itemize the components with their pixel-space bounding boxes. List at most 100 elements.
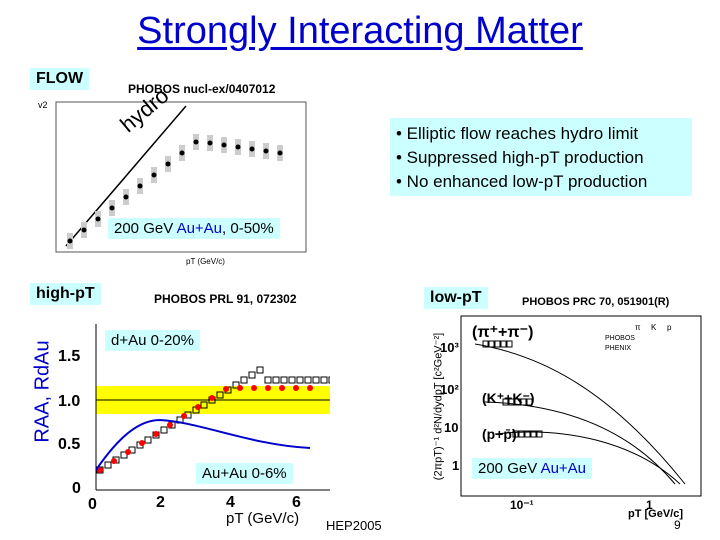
spectra-reference: PHOBOS PRC 70, 051901(R) bbox=[522, 296, 670, 308]
flow-points bbox=[67, 134, 283, 249]
auau-point bbox=[240, 376, 248, 384]
auau-point bbox=[104, 461, 112, 469]
footer-venue: HEP2005 bbox=[326, 518, 382, 533]
auau-point bbox=[320, 376, 328, 384]
spectra-legend-phobos: PHOBOS bbox=[605, 335, 635, 342]
flow-point bbox=[277, 150, 283, 156]
flow-point bbox=[249, 146, 255, 152]
dau-point bbox=[167, 422, 173, 428]
spectra-point bbox=[502, 398, 509, 406]
flow-reference: PHOBOS nucl-ex/0407012 bbox=[128, 82, 276, 96]
flow-point bbox=[193, 139, 199, 145]
flow-energy-label: 200 GeV Au+Au, 0-50% bbox=[108, 218, 280, 239]
spectra-ytick: 10³ bbox=[440, 340, 459, 355]
spectra-legend-head: p bbox=[667, 323, 672, 332]
flow-tag: FLOW bbox=[30, 68, 90, 90]
flow-point bbox=[221, 142, 227, 148]
spectra-energy-label: 200 GeV Au+Au bbox=[472, 458, 593, 479]
energy-system: Au+Au bbox=[540, 460, 587, 477]
raa-ytick: 0.5 bbox=[58, 436, 81, 453]
auau-point bbox=[256, 366, 264, 374]
flow-ylabel: v2 bbox=[38, 100, 48, 110]
raa-reference: PHOBOS PRL 91, 072302 bbox=[154, 292, 297, 306]
flow-point bbox=[165, 161, 171, 167]
spectra-point bbox=[524, 430, 531, 438]
flow-point bbox=[109, 205, 115, 211]
spectra-point bbox=[506, 340, 513, 348]
dau-point bbox=[111, 458, 117, 464]
dau-point bbox=[293, 385, 299, 391]
spectra-point bbox=[520, 398, 527, 406]
bullet-item: • Elliptic flow reaches hydro limit bbox=[396, 124, 639, 143]
auau-point bbox=[296, 376, 304, 384]
auau-point bbox=[264, 376, 272, 384]
spectra-point bbox=[518, 430, 525, 438]
auau-point bbox=[288, 376, 296, 384]
auau-point bbox=[120, 451, 128, 459]
spectra-legend-head: π bbox=[635, 323, 641, 332]
flow-point bbox=[67, 238, 73, 244]
energy-prefix: 200 GeV bbox=[114, 220, 177, 237]
flow-point bbox=[179, 150, 185, 156]
auau-curve bbox=[95, 418, 311, 471]
dau-point bbox=[251, 385, 257, 391]
lowpt-tag: low-pT bbox=[424, 287, 488, 309]
auau-point bbox=[232, 381, 240, 389]
spectra-xtick: 1 bbox=[646, 498, 653, 512]
energy-prefix: 200 GeV bbox=[478, 460, 541, 477]
flow-point bbox=[263, 148, 269, 154]
energy-suffix: , 0-50% bbox=[222, 220, 274, 237]
dau-point bbox=[223, 386, 229, 392]
raa-plot bbox=[95, 324, 330, 491]
raa-xtick: 2 bbox=[156, 494, 165, 511]
raa-xlabel: pT (GeV/c) bbox=[226, 510, 300, 527]
flow-point bbox=[235, 144, 241, 150]
dau-point bbox=[265, 385, 271, 391]
raa-xtick: 0 bbox=[88, 496, 97, 513]
auau-point bbox=[304, 376, 312, 384]
spectra-ylabel: (2πpT)⁻¹ d²N/dydpT [c²GeV⁻²] bbox=[432, 332, 445, 481]
auau-point bbox=[312, 376, 320, 384]
kaon-curve bbox=[484, 401, 676, 485]
spectra-ytick: 10 bbox=[444, 420, 459, 435]
auau-label: Au+Au 0-6% bbox=[196, 463, 293, 484]
dau-point bbox=[97, 467, 103, 473]
auau-point bbox=[248, 371, 256, 379]
spectra-ytick: 10² bbox=[440, 382, 459, 397]
pion-curve bbox=[474, 343, 686, 485]
spectra-point bbox=[512, 430, 519, 438]
flow-point bbox=[81, 227, 87, 233]
spectra-xlabel: pT [GeV/c] bbox=[628, 508, 684, 520]
raa-xtick: 4 bbox=[226, 494, 235, 511]
raa-xtick: 6 bbox=[292, 494, 301, 511]
flow-point bbox=[95, 216, 101, 222]
energy-system: Au+Au bbox=[176, 220, 223, 237]
flow-xlabel: pT (GeV/c) bbox=[186, 257, 225, 266]
flow-point bbox=[137, 183, 143, 189]
dau-point bbox=[279, 385, 285, 391]
raa-ylabel: RAA, RdAu bbox=[31, 340, 54, 443]
page-number: 9 bbox=[674, 518, 681, 532]
auau-point bbox=[160, 426, 168, 434]
dau-points bbox=[97, 385, 313, 473]
auau-point bbox=[272, 376, 280, 384]
bullet-item: • No enhanced low-pT production bbox=[396, 172, 648, 191]
flow-point bbox=[123, 194, 129, 200]
spectra-point bbox=[526, 398, 533, 406]
spectra-points bbox=[482, 340, 543, 438]
auau-point bbox=[200, 401, 208, 409]
dau-point bbox=[237, 385, 243, 391]
proton-curve bbox=[494, 431, 681, 485]
raa-ytick: 1.0 bbox=[58, 393, 81, 410]
spectra-point bbox=[536, 430, 543, 438]
dau-point bbox=[139, 440, 145, 446]
auau-point bbox=[144, 436, 152, 444]
series-label-pion: (π⁺+π⁻) bbox=[472, 324, 534, 341]
spectra-point bbox=[488, 340, 495, 348]
dau-label: d+Au 0-20% bbox=[105, 330, 200, 351]
auau-point bbox=[328, 376, 330, 384]
spectra-point bbox=[514, 398, 521, 406]
slide-title: Strongly Interacting Matter bbox=[137, 10, 583, 52]
auau-point bbox=[280, 376, 288, 384]
bullet-item: • Suppressed high-pT production bbox=[396, 148, 644, 167]
